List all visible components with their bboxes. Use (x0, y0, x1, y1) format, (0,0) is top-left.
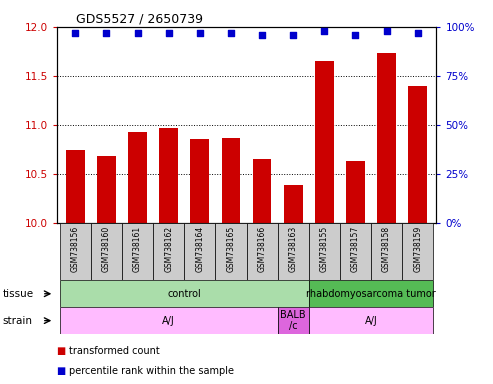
Text: GSM738162: GSM738162 (164, 226, 173, 272)
Text: GSM738160: GSM738160 (102, 226, 111, 272)
Text: percentile rank within the sample: percentile rank within the sample (69, 366, 234, 376)
Bar (278, 223, 309, 280)
Bar (309, 307, 433, 334)
Bar (60, 280, 309, 307)
Point (289, 31, 297, 38)
Point (383, 28, 390, 34)
Bar (128, 132, 147, 223)
Point (71, 30, 79, 36)
Bar (346, 161, 365, 223)
Text: strain: strain (2, 316, 33, 326)
Text: GSM738161: GSM738161 (133, 226, 142, 272)
Point (103, 30, 110, 36)
Bar (309, 280, 433, 307)
Bar (253, 159, 271, 223)
Bar (60, 307, 278, 334)
Bar (278, 307, 309, 334)
Bar (184, 223, 215, 280)
Text: tissue: tissue (2, 289, 34, 299)
Bar (91, 223, 122, 280)
Text: GDS5527 / 2650739: GDS5527 / 2650739 (76, 13, 203, 26)
Text: GSM738163: GSM738163 (289, 226, 298, 272)
Text: GSM738165: GSM738165 (226, 226, 236, 272)
Bar (122, 223, 153, 280)
Bar (315, 61, 334, 223)
Bar (408, 86, 427, 223)
Point (258, 31, 266, 38)
Bar (66, 150, 85, 223)
Text: GSM738156: GSM738156 (71, 226, 80, 272)
Bar (402, 223, 433, 280)
Text: control: control (168, 289, 201, 299)
Text: rhabdomyosarcoma tumor: rhabdomyosarcoma tumor (306, 289, 436, 299)
Text: GSM738159: GSM738159 (413, 226, 422, 272)
Bar (190, 139, 209, 223)
Bar (246, 223, 278, 280)
Text: GSM738164: GSM738164 (195, 226, 204, 272)
Point (352, 31, 359, 38)
Point (196, 30, 204, 36)
Point (134, 30, 141, 36)
Text: A/J: A/J (365, 316, 377, 326)
Bar (284, 185, 303, 223)
Bar (309, 223, 340, 280)
Text: ■: ■ (57, 346, 69, 356)
Bar (97, 156, 116, 223)
Bar (340, 223, 371, 280)
Bar (222, 137, 240, 223)
Point (414, 30, 422, 36)
Point (227, 30, 235, 36)
Text: ■: ■ (57, 366, 69, 376)
Text: BALB
/c: BALB /c (281, 310, 306, 331)
Bar (153, 223, 184, 280)
Text: A/J: A/J (162, 316, 175, 326)
Text: GSM738158: GSM738158 (382, 226, 391, 272)
Bar (371, 223, 402, 280)
Point (320, 28, 328, 34)
Bar (159, 128, 178, 223)
Text: GSM738166: GSM738166 (257, 226, 267, 272)
Text: GSM738155: GSM738155 (320, 226, 329, 272)
Bar (215, 223, 246, 280)
Text: transformed count: transformed count (69, 346, 160, 356)
Text: GSM738157: GSM738157 (351, 226, 360, 272)
Bar (377, 53, 396, 223)
Bar (60, 223, 91, 280)
Point (165, 30, 173, 36)
